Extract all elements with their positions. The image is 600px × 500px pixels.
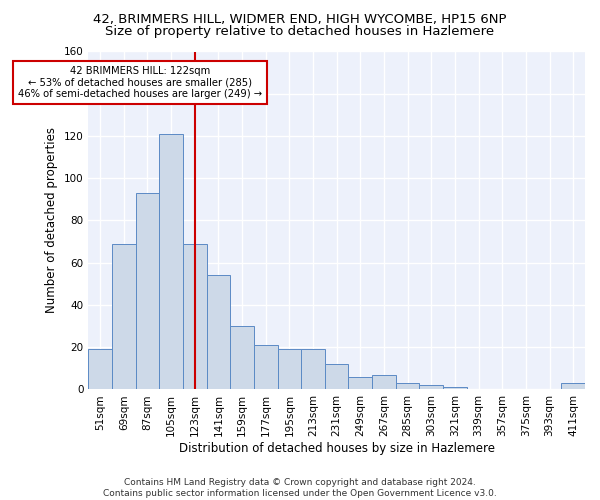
Bar [254, 345, 278, 390]
Bar [112, 244, 136, 390]
Bar [88, 350, 112, 390]
Bar [372, 374, 396, 390]
Bar [136, 193, 159, 390]
Bar [230, 326, 254, 390]
Bar [443, 388, 467, 390]
Y-axis label: Number of detached properties: Number of detached properties [45, 128, 58, 314]
Bar [562, 383, 585, 390]
Bar [206, 276, 230, 390]
Text: 42 BRIMMERS HILL: 122sqm
← 53% of detached houses are smaller (285)
46% of semi-: 42 BRIMMERS HILL: 122sqm ← 53% of detach… [19, 66, 262, 100]
Bar [159, 134, 183, 390]
Text: Size of property relative to detached houses in Hazlemere: Size of property relative to detached ho… [106, 25, 494, 38]
Bar [183, 244, 206, 390]
Bar [396, 383, 419, 390]
Bar [278, 350, 301, 390]
Bar [419, 385, 443, 390]
Bar [349, 377, 372, 390]
Bar [301, 350, 325, 390]
Text: 42, BRIMMERS HILL, WIDMER END, HIGH WYCOMBE, HP15 6NP: 42, BRIMMERS HILL, WIDMER END, HIGH WYCO… [93, 12, 507, 26]
X-axis label: Distribution of detached houses by size in Hazlemere: Distribution of detached houses by size … [179, 442, 494, 455]
Text: Contains HM Land Registry data © Crown copyright and database right 2024.
Contai: Contains HM Land Registry data © Crown c… [103, 478, 497, 498]
Bar [325, 364, 349, 390]
